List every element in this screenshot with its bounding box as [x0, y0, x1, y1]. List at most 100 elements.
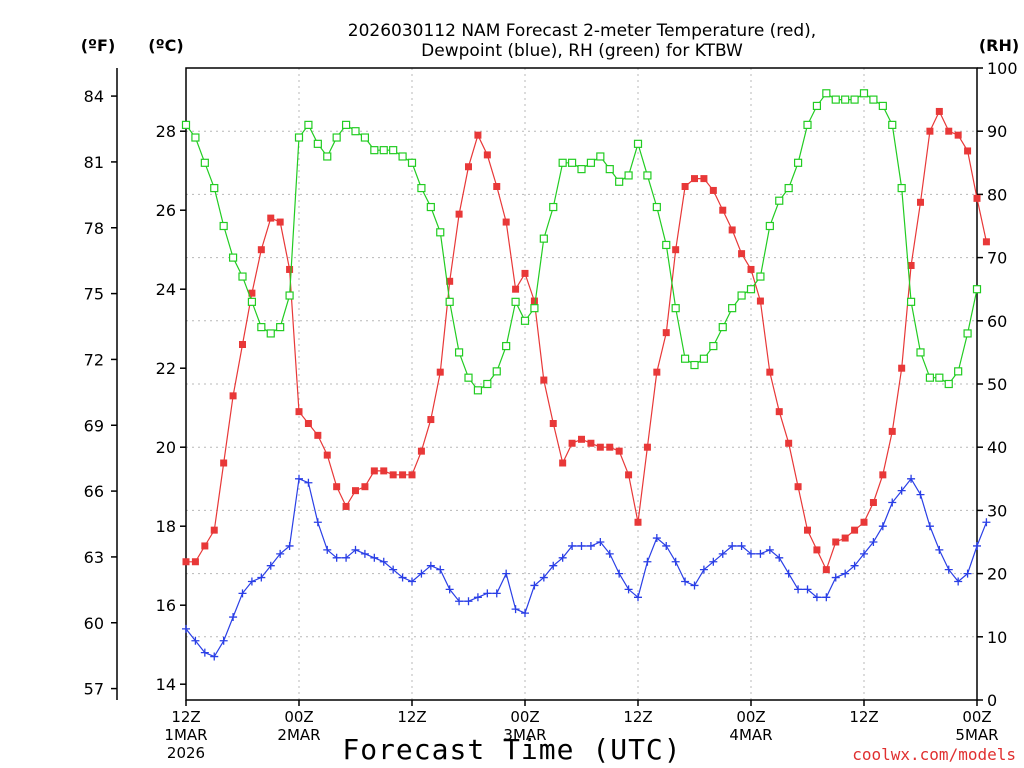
data-point — [822, 89, 831, 98]
data-point — [737, 291, 746, 300]
data-point — [351, 127, 360, 136]
data-point — [191, 636, 200, 645]
data-point — [276, 218, 284, 226]
x-tick-label: 00Z — [736, 708, 765, 726]
data-point — [219, 221, 228, 231]
data-point — [285, 291, 294, 300]
data-point — [869, 538, 878, 546]
x-tick-label: 2026 — [167, 744, 205, 762]
data-point — [690, 581, 699, 590]
data-point — [898, 364, 906, 372]
data-point — [286, 265, 294, 273]
data-point — [851, 526, 859, 534]
celsius-tick-label: 20 — [156, 438, 176, 457]
data-point — [605, 165, 614, 174]
fahrenheit-unit-label: (ºF) — [81, 36, 116, 55]
data-point — [615, 177, 624, 186]
data-point — [483, 589, 492, 598]
data-point — [228, 253, 238, 262]
data-point — [888, 427, 896, 435]
data-point — [926, 127, 934, 135]
data-point — [379, 146, 388, 155]
data-point — [784, 183, 793, 193]
data-point — [972, 285, 982, 294]
series-2-meter-temperature — [182, 107, 990, 574]
data-point — [323, 545, 332, 554]
celsius-tick-label: 26 — [156, 201, 176, 220]
data-point — [662, 240, 671, 250]
data-point — [323, 451, 331, 459]
data-point — [342, 553, 351, 562]
data-point — [389, 146, 398, 155]
data-point — [596, 443, 604, 451]
celsius-tick-label: 28 — [156, 122, 176, 141]
data-point — [445, 585, 454, 594]
data-point — [492, 589, 501, 598]
data-point — [831, 95, 840, 104]
data-point — [295, 474, 303, 483]
data-point — [812, 101, 822, 111]
data-point — [813, 546, 821, 554]
x-tick-label: 00Z — [284, 708, 313, 726]
rh-tick-label: 10 — [987, 628, 1007, 647]
data-point — [398, 573, 407, 582]
data-point — [266, 329, 275, 338]
data-point — [672, 246, 680, 254]
data-point — [567, 158, 577, 167]
data-point — [219, 636, 228, 645]
data-point — [352, 487, 359, 495]
data-point — [465, 163, 472, 171]
data-point — [653, 368, 661, 376]
data-point — [493, 183, 501, 190]
data-point — [417, 183, 426, 193]
data-point — [841, 534, 849, 542]
data-point — [370, 553, 379, 562]
fahrenheit-tick-label: 75 — [84, 285, 104, 304]
data-point — [492, 367, 501, 376]
data-point — [408, 471, 416, 479]
data-point — [539, 573, 548, 582]
data-point — [793, 158, 803, 167]
data-point — [615, 447, 623, 455]
data-point — [831, 573, 840, 582]
fahrenheit-tick-label: 66 — [84, 482, 104, 501]
source-credit: coolwx.com/models — [852, 745, 1016, 764]
data-point — [229, 392, 237, 400]
data-point — [775, 196, 784, 205]
data-point — [379, 557, 388, 566]
data-point — [332, 133, 341, 142]
data-point — [191, 558, 199, 566]
data-point — [389, 471, 397, 479]
data-point — [700, 175, 708, 183]
data-point — [596, 152, 605, 161]
data-point — [370, 146, 379, 155]
data-point — [276, 323, 285, 332]
data-point — [182, 624, 190, 633]
data-point — [257, 246, 265, 254]
data-point — [945, 127, 953, 135]
data-point — [963, 569, 972, 578]
rh-tick-label: 80 — [987, 185, 1007, 204]
x-tick-label: 12Z — [849, 708, 878, 726]
data-point — [247, 577, 256, 586]
data-point — [436, 368, 444, 376]
data-point — [426, 561, 435, 570]
data-point — [294, 133, 304, 142]
data-point — [935, 373, 944, 382]
x-tick-label: 12Z — [397, 708, 426, 726]
data-point — [944, 379, 953, 389]
fahrenheit-tick-label: 81 — [84, 153, 104, 172]
data-point — [691, 175, 698, 183]
data-point — [737, 541, 746, 550]
data-point — [530, 297, 538, 305]
data-point — [511, 297, 520, 306]
fahrenheit-tick-label: 72 — [84, 350, 104, 369]
data-point — [473, 386, 483, 395]
data-point — [756, 272, 765, 281]
data-point — [643, 443, 651, 451]
data-point — [709, 186, 717, 194]
rh-tick-label: 100 — [987, 59, 1018, 78]
data-point — [634, 593, 642, 602]
data-point — [944, 565, 953, 574]
data-point — [625, 471, 633, 479]
